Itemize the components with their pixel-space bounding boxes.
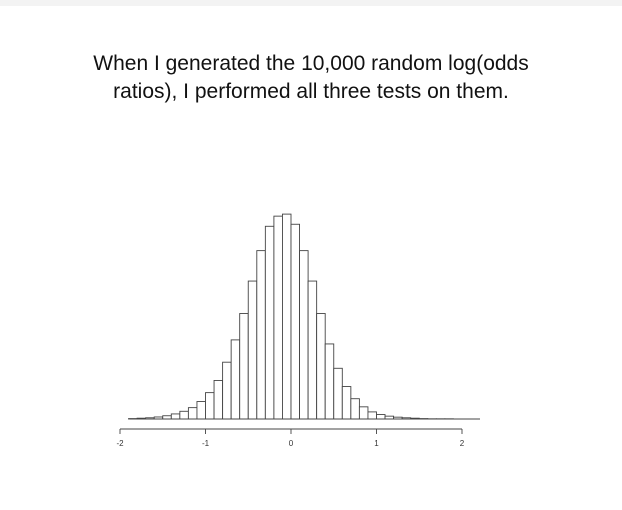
x-axis: -2 -1 0 1 2 [116,429,464,448]
histogram-bar [325,344,334,419]
histogram-bar [265,226,274,419]
histogram-bar [359,407,368,419]
histogram-bar [180,411,189,419]
histogram-bar [197,402,206,419]
histogram-bar [342,387,351,419]
histogram-bar [377,415,386,419]
histogram-bar [368,412,377,419]
histogram-bar [257,251,266,419]
histogram-bar [334,368,343,419]
x-tick-label: -1 [202,439,210,448]
histogram-bar [300,251,309,419]
x-tick-label: 0 [289,439,294,448]
histogram-bar [231,340,240,419]
histogram-bar [282,214,291,419]
histogram-bar [291,224,300,419]
histogram-bar [308,281,317,419]
histogram-bar [171,414,180,419]
histogram-bar [214,380,223,419]
histogram-bar [317,314,326,419]
x-tick-label: 1 [374,439,379,448]
bars-group [129,214,454,419]
histogram-bar [206,393,215,419]
x-tick-label: -2 [116,439,124,448]
x-tick-label: 2 [460,439,465,448]
histogram-bar [240,314,249,419]
histogram-bar [188,408,197,419]
histogram-bar [223,362,232,419]
histogram-bar [248,281,257,419]
histogram-bar [274,216,283,419]
histogram-bar [351,399,360,419]
